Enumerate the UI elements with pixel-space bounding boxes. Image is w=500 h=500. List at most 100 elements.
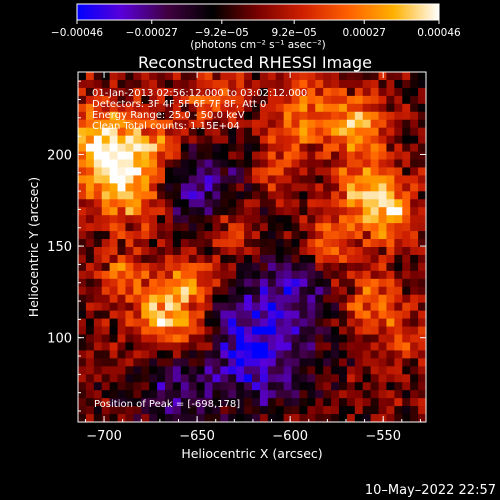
heatmap-cell bbox=[165, 183, 174, 192]
heatmap-cell bbox=[220, 286, 229, 296]
heatmap-cell bbox=[410, 72, 419, 81]
heatmap-cell bbox=[165, 207, 174, 216]
heatmap-cell bbox=[109, 406, 118, 415]
heatmap-cell bbox=[117, 358, 126, 367]
heatmap-cell bbox=[109, 270, 118, 280]
heatmap-cell bbox=[402, 382, 411, 391]
heatmap-cell bbox=[370, 207, 379, 216]
heatmap-cell bbox=[188, 318, 198, 327]
heatmap-cell bbox=[323, 135, 332, 144]
heatmap-cell bbox=[93, 358, 103, 367]
heatmap-cell bbox=[228, 310, 237, 319]
heatmap-cell bbox=[354, 95, 364, 105]
heatmap-cell bbox=[386, 215, 395, 224]
heatmap-cell bbox=[362, 262, 372, 272]
heatmap-cell bbox=[315, 183, 324, 192]
heatmap-cell bbox=[93, 72, 103, 81]
heatmap-cell bbox=[410, 223, 419, 232]
heatmap-cell bbox=[101, 72, 111, 81]
heatmap-cell bbox=[291, 167, 300, 176]
heatmap-cell bbox=[149, 215, 158, 224]
heatmap-cell bbox=[78, 366, 87, 375]
heatmap-cell bbox=[323, 95, 332, 105]
heatmap-cell bbox=[244, 95, 253, 105]
heatmap-cell bbox=[339, 247, 348, 256]
heatmap-cell bbox=[259, 342, 269, 351]
heatmap-cell bbox=[370, 72, 379, 81]
heatmap-cell bbox=[370, 103, 379, 113]
heatmap-cell bbox=[172, 382, 182, 391]
heatmap-cell bbox=[204, 72, 213, 81]
heatmap-cell bbox=[418, 119, 427, 129]
heatmap-cell bbox=[315, 278, 324, 288]
heatmap-cell bbox=[228, 398, 237, 407]
heatmap-cell bbox=[196, 366, 205, 375]
heatmap-cell bbox=[133, 95, 142, 105]
heatmap-cell bbox=[125, 326, 134, 335]
heatmap-cell bbox=[141, 247, 150, 256]
heatmap-cell bbox=[220, 87, 229, 97]
heatmap-cell bbox=[101, 247, 111, 256]
heatmap-cell bbox=[394, 350, 403, 359]
heatmap-cell bbox=[283, 103, 292, 113]
heatmap-cell bbox=[220, 414, 229, 423]
heatmap-cell bbox=[141, 414, 150, 423]
heatmap-cell bbox=[204, 159, 213, 168]
heatmap-cell bbox=[228, 390, 237, 399]
heatmap-cell bbox=[370, 239, 379, 248]
heatmap-cell bbox=[410, 326, 419, 335]
heatmap-cell bbox=[346, 382, 356, 391]
heatmap-cell bbox=[165, 382, 174, 391]
heatmap-cell bbox=[78, 95, 87, 105]
heatmap-cell bbox=[180, 406, 190, 415]
heatmap-cell bbox=[125, 135, 134, 144]
heatmap-cell bbox=[267, 207, 277, 216]
peak-position-annotation: Position of Peak = [-698,178] bbox=[94, 399, 240, 410]
heatmap-cell bbox=[180, 414, 190, 423]
heatmap-cell bbox=[394, 294, 403, 304]
heatmap-cell bbox=[188, 342, 198, 351]
heatmap-cell bbox=[283, 318, 292, 327]
heatmap-cell bbox=[354, 199, 364, 208]
heatmap-cell bbox=[180, 374, 190, 383]
heatmap-cell bbox=[370, 278, 379, 288]
heatmap-cell bbox=[188, 326, 198, 335]
heatmap-cell bbox=[267, 270, 277, 280]
heatmap-cell bbox=[157, 199, 166, 208]
heatmap-cell bbox=[339, 159, 348, 168]
heatmap-cell bbox=[386, 326, 395, 335]
heatmap-cell bbox=[259, 223, 269, 232]
heatmap-cell bbox=[244, 191, 253, 200]
heatmap-cell bbox=[172, 167, 182, 176]
heatmap-cell bbox=[180, 310, 190, 319]
heatmap-cell bbox=[172, 135, 182, 144]
heatmap-cell bbox=[204, 262, 213, 272]
heatmap-cell bbox=[85, 239, 95, 248]
colorbar-tick-label: 9.2e−05 bbox=[272, 27, 317, 39]
heatmap-cell bbox=[180, 72, 190, 81]
heatmap-cell bbox=[212, 199, 221, 208]
heatmap-cell bbox=[85, 183, 95, 192]
heatmap-cell bbox=[418, 374, 427, 383]
heatmap-cell bbox=[78, 350, 87, 359]
heatmap-cell bbox=[283, 262, 292, 272]
heatmap-cell bbox=[236, 254, 245, 264]
heatmap-cell bbox=[165, 270, 174, 280]
heatmap-cell bbox=[109, 143, 118, 152]
heatmap-cell bbox=[259, 334, 269, 343]
heatmap-cell bbox=[354, 183, 364, 192]
heatmap-cell bbox=[133, 79, 142, 89]
heatmap-cell bbox=[354, 223, 364, 232]
heatmap-cell bbox=[323, 358, 332, 367]
heatmap-cell bbox=[339, 111, 348, 121]
heatmap-cell bbox=[125, 406, 134, 415]
heatmap-cell bbox=[259, 127, 269, 137]
heatmap-cell bbox=[323, 119, 332, 129]
heatmap-cell bbox=[323, 175, 332, 184]
heatmap-cell bbox=[291, 398, 300, 407]
heatmap-cell bbox=[354, 350, 364, 359]
heatmap-cell bbox=[283, 302, 292, 312]
heatmap-cell bbox=[346, 342, 356, 351]
heatmap-cell bbox=[259, 72, 269, 81]
heatmap-cell bbox=[346, 119, 356, 129]
